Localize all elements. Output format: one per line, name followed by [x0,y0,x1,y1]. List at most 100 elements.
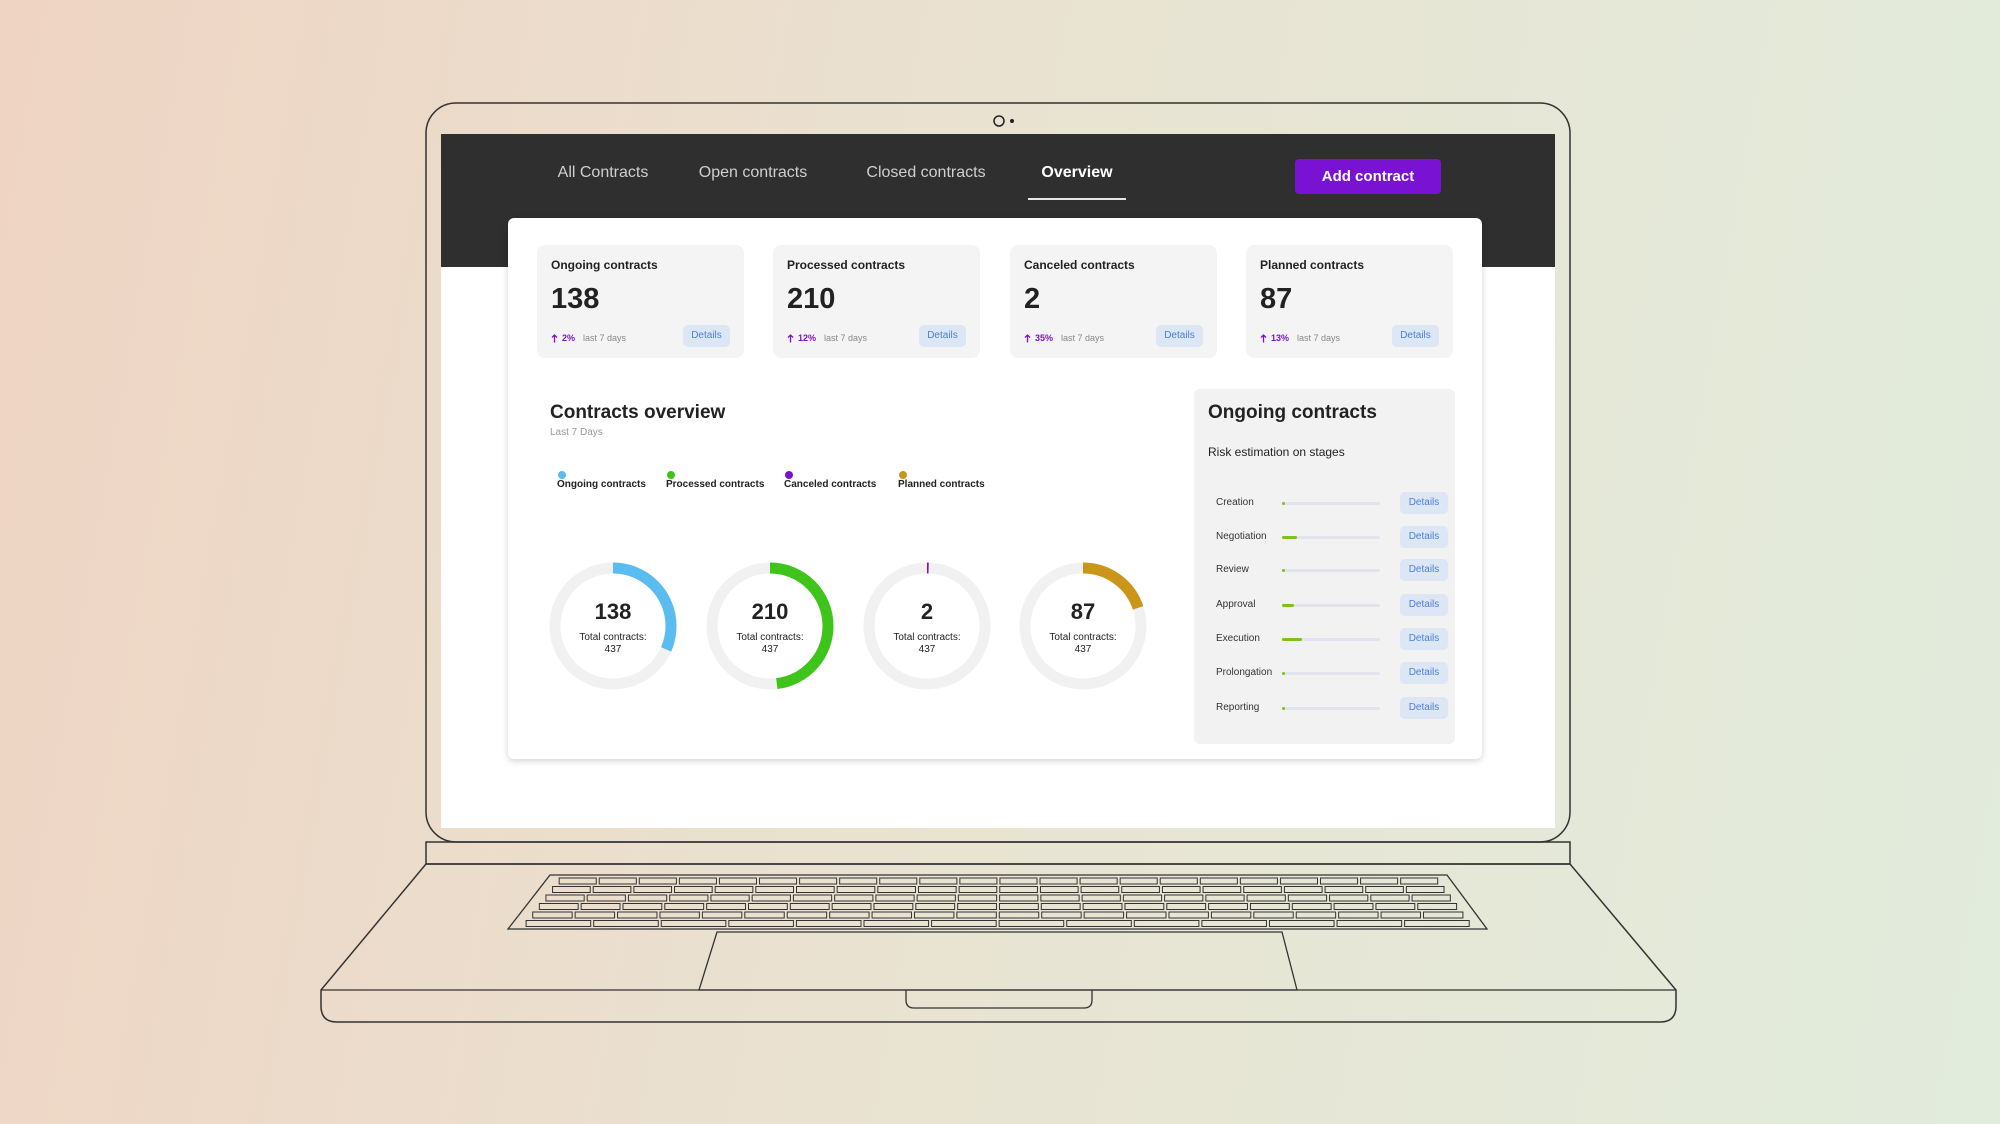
key [1380,911,1421,919]
key [678,877,717,885]
donut-arc [863,562,991,690]
legend-label: Planned contracts [898,479,985,490]
key [617,911,658,919]
key [1208,903,1248,910]
nav-tab[interactable]: Open contracts [698,164,808,181]
stat-change: 2% [562,333,576,343]
stat-change: 13% [1271,333,1290,343]
risk-bar [1282,536,1297,539]
risk-bar [1282,707,1285,710]
stat-title: Canceled contracts [1024,258,1135,272]
key [959,877,998,885]
key [1400,877,1439,885]
key [1404,920,1470,927]
key [718,877,758,885]
key [1333,903,1374,910]
details-button[interactable]: Details [683,325,730,347]
donut-total-label: Total contracts: [1049,632,1117,643]
stage-name: Creation [1216,497,1254,508]
donut-value: 87 [1070,599,1096,624]
stat-value: 138 [551,283,600,315]
key [1365,886,1404,893]
key [1283,886,1323,893]
details-button[interactable]: Details [1392,325,1439,347]
details-button[interactable]: Details [1400,526,1448,548]
key [1324,886,1364,893]
key [558,877,597,885]
key [751,894,791,902]
key [1375,903,1416,910]
stage-name: Execution [1216,633,1260,644]
donut-total-label: Total contracts: [579,632,647,643]
key [931,920,997,927]
key [1080,886,1120,893]
donut-total-value: 437 [1074,644,1092,655]
stage-name: Reporting [1216,702,1260,713]
legend-label: Processed contracts [666,479,765,490]
key [1239,877,1278,885]
key [834,894,874,902]
stat-title: Processed contracts [787,258,906,272]
key [593,920,659,927]
key [633,886,673,893]
stat-card: Planned contracts 87 13% last 7 days Details [1246,245,1453,358]
key [664,903,705,910]
key [1041,911,1082,919]
risk-bar [1282,638,1302,641]
key [1210,911,1252,919]
key [1079,877,1118,885]
key [552,886,591,893]
key [728,920,794,927]
key [998,903,1039,910]
key [1249,903,1290,910]
stat-card: Canceled contracts 2 35% last 7 days Details [1010,245,1217,358]
details-button[interactable]: Details [1400,492,1448,514]
donut-total-label: Total contracts: [893,632,961,643]
donut-total-value: 437 [761,644,779,655]
donut-total-label: Total contracts: [736,632,804,643]
key [1083,911,1125,919]
key [998,920,1065,927]
stat-value: 210 [787,283,836,315]
key [1405,886,1445,893]
nav-tab[interactable]: Closed contracts [866,164,986,181]
key [574,911,616,919]
key [1243,886,1282,893]
donut-total: Total contracts: 437 [700,632,840,656]
key [871,911,912,919]
key [1411,894,1451,902]
legend-dot [785,471,793,479]
key [598,877,637,885]
key [879,877,918,885]
key [1268,920,1335,927]
details-button[interactable]: Details [1400,594,1448,616]
nav-tab[interactable]: All Contracts [557,164,649,181]
key [580,903,621,910]
details-button[interactable]: Details [1400,662,1448,684]
risk-track [1282,604,1380,607]
details-button[interactable]: Details [1400,697,1448,719]
overview-subtitle: Last 7 Days [550,427,603,438]
details-button[interactable]: Details [1400,559,1448,581]
key [1133,920,1200,927]
key [755,886,794,893]
key [875,894,915,902]
key [1126,911,1167,919]
key [592,886,632,893]
key [1122,894,1163,902]
key [1124,903,1165,910]
key [1121,886,1160,893]
donut-total-value: 437 [604,644,622,655]
key [913,911,955,919]
details-button[interactable]: Details [919,325,966,347]
legend-label: Canceled contracts [784,479,877,490]
details-button[interactable]: Details [1156,325,1203,347]
key [1338,911,1379,919]
key [916,894,956,902]
details-button[interactable]: Details [1400,628,1448,650]
add-contract-button[interactable]: Add contract [1295,159,1441,194]
donut-arc [706,562,834,690]
key [1295,911,1337,919]
key [545,894,585,902]
nav-tab[interactable]: Overview [1041,164,1113,181]
